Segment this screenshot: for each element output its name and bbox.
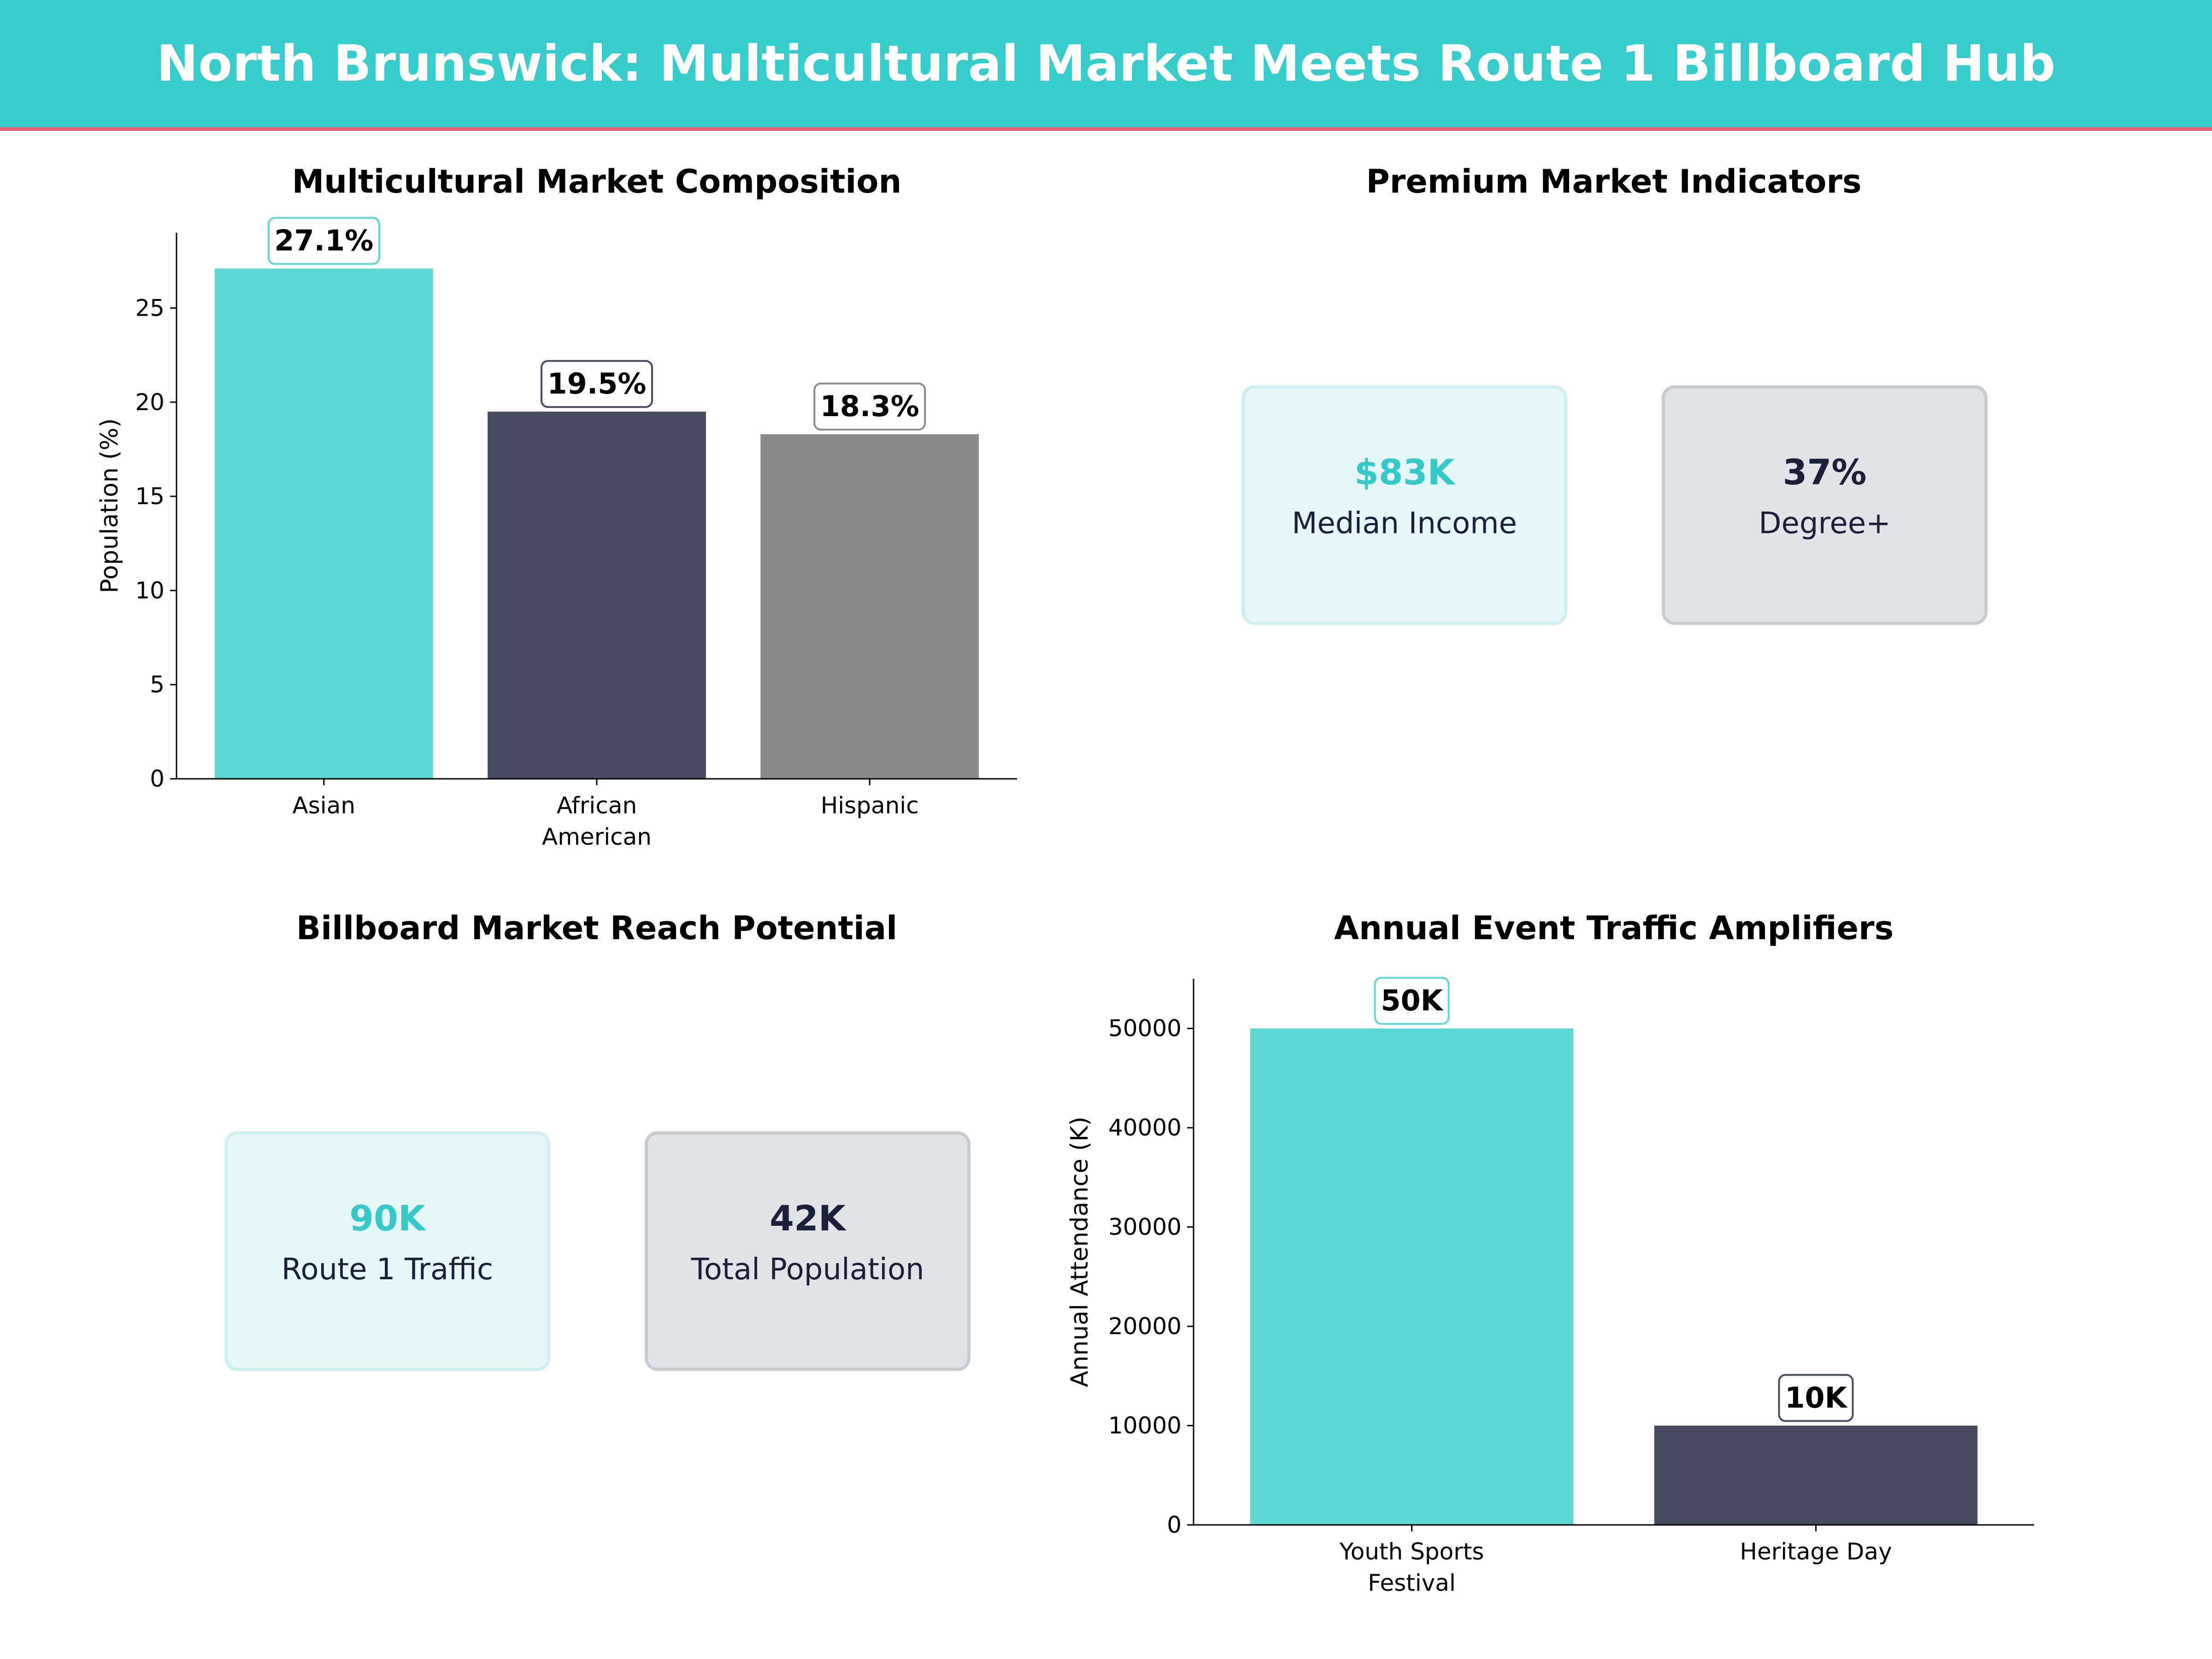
y-axis-label: Annual Attendance (K) — [1066, 1117, 1094, 1387]
header-banner: North Brunswick: Multicultural Market Me… — [0, 0, 2212, 131]
chart-title-composition: Multicultural Market Composition — [292, 163, 902, 200]
y-tick-label: 20000 — [1108, 1313, 1182, 1340]
premium-title: Premium Market Indicators — [1366, 163, 1861, 200]
bar-0 — [1250, 1028, 1574, 1525]
events-bar-chart: 50K Youth Sports Festival 10K Heritage Day 0 1… — [1066, 977, 2034, 1596]
x-tick-label: Asian — [293, 792, 355, 819]
y-tick-label: 15 — [135, 483, 165, 510]
data-label-box — [813, 382, 926, 431]
data-label: 18.3% — [820, 389, 919, 423]
x-tick-label: Hispanic — [821, 792, 919, 819]
bar-1 — [1654, 1425, 1978, 1525]
data-label-box — [1374, 977, 1450, 1025]
x-tick-label: African — [557, 792, 637, 819]
composition-bar-chart: 27.1% Asian 19.5% African American 18.3% Hispa… — [96, 217, 1017, 850]
bar-2 — [760, 434, 979, 779]
data-label-box — [267, 217, 380, 265]
kpi-value: 37% — [1783, 451, 1867, 493]
data-label-box — [1778, 1374, 1854, 1422]
kpi-value: 90K — [349, 1197, 425, 1239]
y-tick-label: 10 — [135, 577, 165, 604]
y-tick-label: 0 — [1167, 1512, 1182, 1538]
y-tick-label: 50000 — [1108, 1015, 1182, 1042]
page-title: North Brunswick: Multicultural Market Me… — [156, 35, 2056, 93]
y-tick-label: 25 — [135, 294, 165, 321]
kpi-label: Degree+ — [1759, 506, 1891, 541]
data-label: 19.5% — [547, 367, 646, 400]
chart-title-events: Annual Event Traffic Amplifiers — [1334, 909, 1894, 947]
kpi-card-median-income: $83K Median Income — [1241, 385, 1567, 625]
kpi-label: Total Population — [691, 1252, 924, 1287]
kpi-label: Median Income — [1292, 506, 1517, 541]
kpi-card-total-population: 42K Total Population — [645, 1131, 971, 1371]
data-label-box — [541, 360, 653, 408]
x-tick-label: Youth Sports — [1339, 1538, 1484, 1565]
kpi-card-route1-traffic: 90K Route 1 Traffic — [224, 1131, 550, 1371]
y-tick-label: 20 — [135, 389, 165, 416]
y-tick-label: 5 — [150, 671, 165, 698]
kpi-card-degree: 37% Degree+ — [1662, 385, 1988, 625]
kpi-value: $83K — [1354, 451, 1455, 493]
x-tick-label: Festival — [1368, 1570, 1455, 1596]
kpi-value: 42K — [770, 1197, 846, 1239]
billboard-title: Billboard Market Reach Potential — [296, 909, 897, 947]
data-label: 10K — [1785, 1381, 1847, 1415]
y-tick-label: 0 — [150, 765, 165, 792]
bar-0 — [214, 268, 433, 779]
data-label: 27.1% — [274, 224, 373, 258]
x-tick-label: Heritage Day — [1740, 1538, 1892, 1565]
data-label: 50K — [1381, 984, 1443, 1018]
kpi-label: Route 1 Traffic — [281, 1252, 494, 1287]
bar-1 — [488, 412, 706, 779]
y-axis-label: Population (%) — [96, 418, 124, 594]
y-tick-label: 10000 — [1108, 1412, 1182, 1439]
y-tick-label: 30000 — [1108, 1214, 1182, 1241]
y-tick-label: 40000 — [1108, 1114, 1182, 1141]
x-tick-label: American — [542, 824, 652, 850]
